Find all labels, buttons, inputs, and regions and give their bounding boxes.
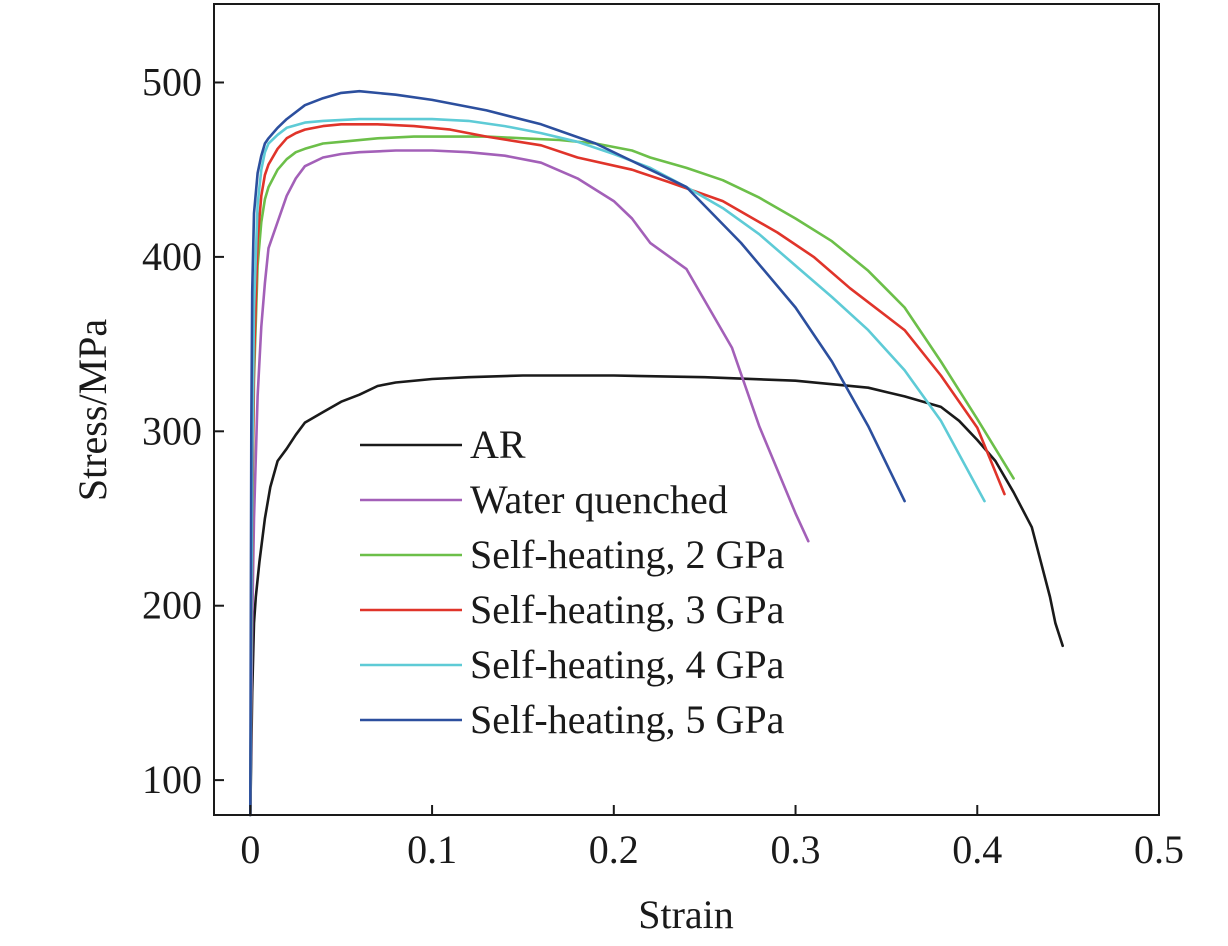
legend: AR Water quenched Self-heating, 2 GPa Self-…	[360, 422, 785, 742]
series-line-1	[249, 149, 810, 817]
legend-label-4: Self-heating, 4 GPa	[470, 642, 785, 687]
x-axis-label: Strain	[638, 892, 734, 937]
y-tick-label: 400	[142, 234, 202, 279]
x-tick-label: 0	[240, 827, 260, 872]
x-tick-label: 0.4	[952, 827, 1002, 872]
y-axis-label: Stress/MPa	[70, 319, 115, 501]
series-line-2	[249, 135, 1015, 817]
legend-label-1: Water quenched	[470, 477, 728, 522]
legend-label-0: AR	[470, 422, 526, 467]
x-tick-label: 0.1	[407, 827, 457, 872]
ticks-layer: 0 0.1 0.2 0.3 0.4 0.5 100 200 300 400 500	[142, 59, 1184, 872]
legend-label-5: Self-heating, 5 GPa	[470, 697, 785, 742]
y-tick-label: 200	[142, 583, 202, 628]
x-tick-label: 0.3	[771, 827, 821, 872]
plot-frame	[213, 3, 1160, 816]
y-tick-label: 300	[142, 408, 202, 453]
series-line-0	[249, 374, 1064, 817]
legend-label-2: Self-heating, 2 GPa	[470, 532, 785, 577]
y-tick-label: 100	[142, 757, 202, 802]
series-line-3	[249, 123, 1006, 817]
y-tick-label: 500	[142, 59, 202, 104]
x-tick-label: 0.2	[589, 827, 639, 872]
series-layer	[249, 89, 1064, 817]
series-line-4	[249, 117, 986, 817]
x-tick-label: 0.5	[1134, 827, 1184, 872]
legend-label-3: Self-heating, 3 GPa	[470, 587, 785, 632]
series-line-5	[249, 89, 906, 817]
